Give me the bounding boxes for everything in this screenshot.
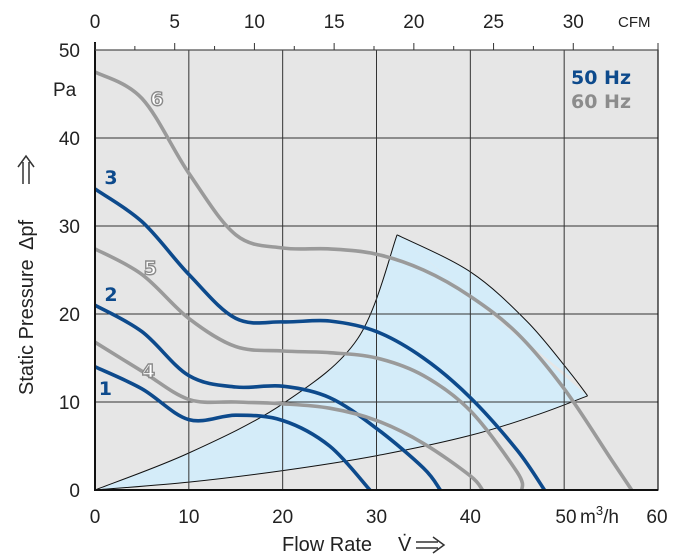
fan-curves-group xyxy=(95,70,634,490)
curve-label-3: 3 xyxy=(104,167,117,189)
y-unit-label: Pa xyxy=(53,80,77,101)
x-unit-base: m xyxy=(580,507,596,528)
x-axis-arrow-icon xyxy=(416,536,446,554)
top-tick-label: 15 xyxy=(324,12,345,33)
top-tick-label: 25 xyxy=(483,12,504,33)
grid-lines xyxy=(95,50,658,490)
x-tick-label: 20 xyxy=(272,507,293,528)
y-axis-title-group: Static Pressure Δpf xyxy=(16,154,38,395)
y-tick-label: 0 xyxy=(69,481,80,502)
curve-label-5: 5 xyxy=(144,257,157,279)
y-tick-label: 30 xyxy=(59,217,80,238)
x-tick-label: 60 xyxy=(646,507,667,528)
top-tick-label: 5 xyxy=(169,12,180,33)
curve-labels: 1 2 3 4 5 6 xyxy=(99,88,165,400)
top-tick-label: 0 xyxy=(90,12,101,33)
x-tick-label: 10 xyxy=(178,507,199,528)
legend-60hz: 60 Hz xyxy=(571,91,631,113)
curve-label-6: 6 xyxy=(150,88,163,110)
x-unit-sup: 3 xyxy=(596,503,603,518)
fan-curve-3 xyxy=(95,187,547,490)
plot-frame-group xyxy=(94,42,659,491)
curve-label-1: 1 xyxy=(99,378,112,400)
y-axis-arrow-icon xyxy=(17,154,35,184)
x-tick-label: 40 xyxy=(460,507,481,528)
y-axis-symbol: Δpf xyxy=(16,220,38,250)
y-axis-title: Static Pressure xyxy=(16,259,38,395)
curve-label-4: 4 xyxy=(142,360,155,382)
fan-curve-5 xyxy=(95,247,525,490)
top-unit-label: CFM xyxy=(618,14,651,31)
x-tick-label: 0 xyxy=(90,507,101,528)
x-tick-label: 30 xyxy=(366,507,387,528)
top-tick-label: 30 xyxy=(563,12,584,33)
top-tick-label: 20 xyxy=(403,12,424,33)
y-tick-label: 40 xyxy=(59,129,80,150)
y-tick-label: 10 xyxy=(59,393,80,414)
curve-label-2: 2 xyxy=(104,284,117,306)
fan-curve-4 xyxy=(95,340,485,490)
fan-curve-2 xyxy=(95,303,443,490)
operating-region-arc xyxy=(396,234,588,397)
x-unit-label: m3/h xyxy=(580,503,619,528)
y-tick-label: 20 xyxy=(59,305,80,326)
x-tick-label: 50 xyxy=(555,507,576,528)
x-axis-symbol: V̇ xyxy=(398,534,412,556)
y-tick-label: 50 xyxy=(59,41,80,62)
fan-curve-6 xyxy=(95,70,634,490)
fan-curve-1 xyxy=(95,365,372,490)
top-tick-label: 10 xyxy=(244,12,265,33)
operating-region xyxy=(95,234,588,490)
x-unit-tail: /h xyxy=(603,507,619,528)
x-axis-title: Flow Rate xyxy=(282,534,372,556)
legend-50hz: 50 Hz xyxy=(571,67,631,89)
